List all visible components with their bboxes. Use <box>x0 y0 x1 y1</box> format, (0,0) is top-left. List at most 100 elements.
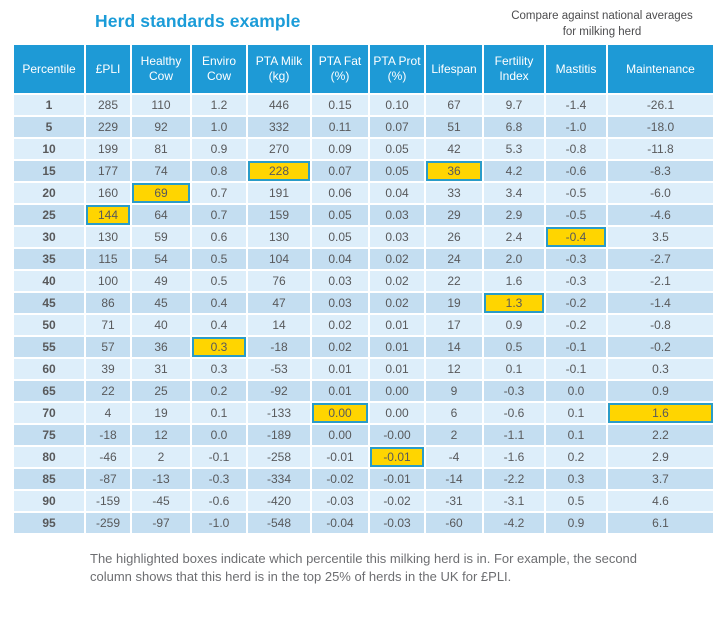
data-cell: 31 <box>132 359 190 379</box>
data-cell: 4 <box>86 403 130 423</box>
data-cell: 191 <box>248 183 310 203</box>
highlighted-cell: -0.01 <box>370 447 424 467</box>
data-cell: -0.1 <box>546 359 606 379</box>
data-cell: -0.1 <box>546 337 606 357</box>
data-cell: -0.02 <box>312 469 368 489</box>
data-cell: -11.8 <box>608 139 713 159</box>
table-row-percentile-15: 15 177 74 0.8 228 0.07 0.05 36 4.2 -0.6 -8.3 <box>14 161 713 181</box>
data-cell: 25 <box>132 381 190 401</box>
data-cell: 49 <box>132 271 190 291</box>
data-cell: 22 <box>86 381 130 401</box>
percentile-cell: 5 <box>14 117 84 137</box>
data-cell: -1.4 <box>546 95 606 115</box>
data-cell: 130 <box>86 227 130 247</box>
data-cell: 115 <box>86 249 130 269</box>
data-cell: 0.04 <box>370 183 424 203</box>
data-cell: 4.2 <box>484 161 544 181</box>
data-cell: 42 <box>426 139 482 159</box>
percentile-cell: 95 <box>14 513 84 533</box>
column-header-pta-prot: PTA Prot (%) <box>370 45 424 93</box>
compare-note: Compare against national averages for mi… <box>481 9 723 40</box>
data-cell: 199 <box>86 139 130 159</box>
data-cell: 3.5 <box>608 227 713 247</box>
data-cell: 67 <box>426 95 482 115</box>
data-cell: 2.9 <box>484 205 544 225</box>
percentile-cell: 75 <box>14 425 84 445</box>
data-cell: 14 <box>248 315 310 335</box>
table-row-percentile-40: 40 100 49 0.5 76 0.03 0.02 22 1.6 -0.3 -2.1 <box>14 271 713 291</box>
data-cell: 29 <box>426 205 482 225</box>
data-cell: 0.01 <box>370 315 424 335</box>
data-cell: 159 <box>248 205 310 225</box>
data-cell: 33 <box>426 183 482 203</box>
column-header-enviro-cow: Enviro Cow <box>192 45 246 93</box>
data-cell: 177 <box>86 161 130 181</box>
data-cell: -0.01 <box>312 447 368 467</box>
data-cell: -26.1 <box>608 95 713 115</box>
data-cell: 0.3 <box>608 359 713 379</box>
table-row-percentile-5: 5 229 92 1.0 332 0.11 0.07 51 6.8 -1.0 -18.0 <box>14 117 713 137</box>
percentile-cell: 25 <box>14 205 84 225</box>
data-cell: -2.1 <box>608 271 713 291</box>
data-cell: -14 <box>426 469 482 489</box>
data-cell: -53 <box>248 359 310 379</box>
data-cell: 0.06 <box>312 183 368 203</box>
percentile-cell: 70 <box>14 403 84 423</box>
data-cell: 0.03 <box>370 205 424 225</box>
data-cell: 0.02 <box>312 315 368 335</box>
data-cell: 1.6 <box>484 271 544 291</box>
highlighted-cell: 144 <box>86 205 130 225</box>
data-cell: -0.02 <box>370 491 424 511</box>
data-cell: -0.6 <box>484 403 544 423</box>
highlighted-cell: 0.3 <box>192 337 246 357</box>
data-cell: 0.6 <box>192 227 246 247</box>
column-header-pta-fat: PTA Fat (%) <box>312 45 368 93</box>
table-row-percentile-10: 10 199 81 0.9 270 0.09 0.05 42 5.3 -0.8 -11.8 <box>14 139 713 159</box>
data-cell: 0.0 <box>546 381 606 401</box>
data-cell: -133 <box>248 403 310 423</box>
data-cell: 0.09 <box>312 139 368 159</box>
data-cell: 0.04 <box>312 249 368 269</box>
data-cell: -0.8 <box>546 139 606 159</box>
data-cell: 0.02 <box>312 337 368 357</box>
data-cell: 100 <box>86 271 130 291</box>
column-header-fertility-index: Fertility Index <box>484 45 544 93</box>
table-row-percentile-70: 70 4 19 0.1 -133 0.00 0.00 6 -0.6 0.1 1.6 <box>14 403 713 423</box>
data-cell: 76 <box>248 271 310 291</box>
data-cell: 51 <box>426 117 482 137</box>
data-cell: 332 <box>248 117 310 137</box>
data-cell: 285 <box>86 95 130 115</box>
percentile-cell: 35 <box>14 249 84 269</box>
column-header-healthy-cow: Healthy Cow <box>132 45 190 93</box>
data-cell: 40 <box>132 315 190 335</box>
data-cell: 0.05 <box>370 161 424 181</box>
data-cell: -420 <box>248 491 310 511</box>
data-cell: 1.2 <box>192 95 246 115</box>
data-cell: -0.04 <box>312 513 368 533</box>
data-cell: 12 <box>132 425 190 445</box>
data-cell: 0.5 <box>546 491 606 511</box>
data-cell: -1.1 <box>484 425 544 445</box>
data-cell: -0.3 <box>546 271 606 291</box>
data-cell: 64 <box>132 205 190 225</box>
table-row-percentile-55: 55 57 36 0.3 -18 0.02 0.01 14 0.5 -0.1 -0.2 <box>14 337 713 357</box>
column-header-mastitis: Mastitis <box>546 45 606 93</box>
table-header-row: Percentile £PLI Healthy Cow Enviro Cow PTA M… <box>14 45 713 93</box>
data-cell: 9 <box>426 381 482 401</box>
highlighted-cell: 1.6 <box>608 403 713 423</box>
data-cell: -6.0 <box>608 183 713 203</box>
percentile-cell: 20 <box>14 183 84 203</box>
data-cell: -1.6 <box>484 447 544 467</box>
data-cell: 0.00 <box>370 403 424 423</box>
data-cell: 0.1 <box>546 403 606 423</box>
data-cell: 0.5 <box>192 249 246 269</box>
page-header: Herd standards example Compare against n… <box>0 0 727 42</box>
data-cell: 39 <box>86 359 130 379</box>
data-cell: 2 <box>426 425 482 445</box>
data-cell: -2.2 <box>484 469 544 489</box>
compare-note-line2: for milking herd <box>562 25 642 38</box>
data-cell: 0.4 <box>192 293 246 313</box>
percentile-cell: 65 <box>14 381 84 401</box>
data-cell: 0.1 <box>546 425 606 445</box>
